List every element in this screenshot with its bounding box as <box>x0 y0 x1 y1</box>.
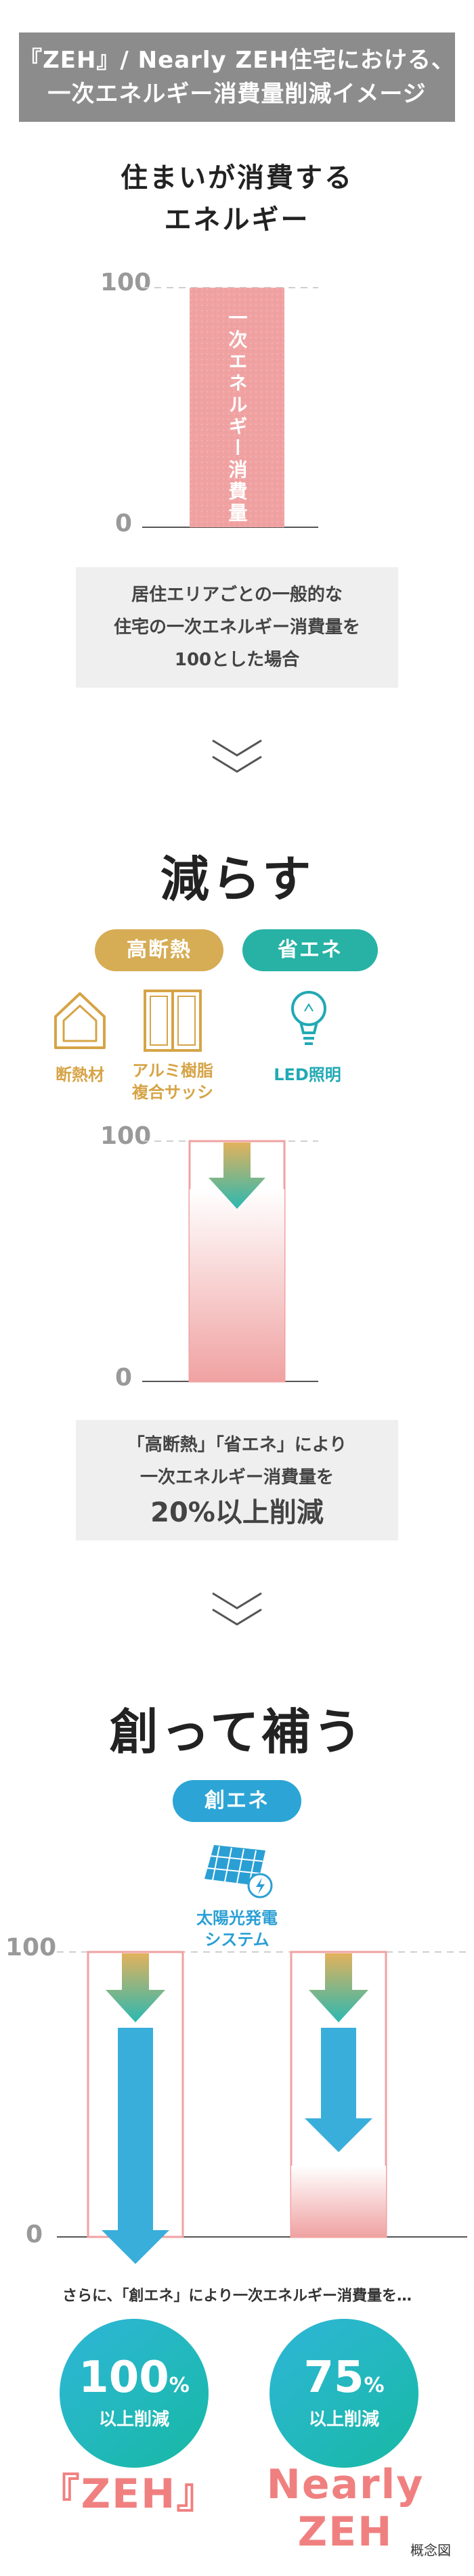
icon-label-sash: アルミ樹脂 複合サッシ <box>115 1060 230 1103</box>
label-zeh: 『ZEH』 <box>39 2470 219 2518</box>
circle-zeh-number: 100 <box>79 2353 169 2403</box>
chart3-svg <box>57 1951 467 2264</box>
circle-nearly-zeh: 75% 以上削減 <box>270 2319 418 2468</box>
chart1-bar-label: 一次エネルギー消費量 <box>226 308 249 525</box>
circle-zeh-sub: 以上削減 <box>98 2410 169 2430</box>
section1-note-line-1: 居住エリアごとの一般的な <box>131 585 343 605</box>
chart3-zeh-reduction-arrow <box>106 1953 165 2022</box>
section3-lead: さらに、「創エネ」により一次エネルギー消費量を… <box>62 2288 412 2305</box>
light-bulb-icon <box>291 991 326 1045</box>
chart2-tick-100: 100 <box>100 1122 152 1150</box>
icon-label-sash-line-2: 複合サッシ <box>132 1083 213 1102</box>
solar-panel-icon <box>204 1845 273 1898</box>
chart3-zeh-generation-arrow <box>102 2028 169 2264</box>
chart3-tick-0: 0 <box>26 2221 43 2248</box>
chart1-svg: 一次エネルギー消費量 <box>142 287 318 528</box>
icon-label-insulation: 断熱材 <box>56 1065 104 1084</box>
section1-note-line-3: 100とした場合 <box>174 650 300 670</box>
title-banner: 『ZEH』/ Nearly ZEH住宅における、 一次エネルギー消費量削減イメー… <box>19 32 455 122</box>
solar-label-line-2: システム <box>204 1930 270 1949</box>
section2-note-line-1: 「高断熱」「省エネ」により <box>127 1435 347 1455</box>
house-icon <box>54 992 106 1049</box>
icon-label-sash-line-1: アルミ樹脂 <box>132 1061 213 1080</box>
chart3-nearly-bar <box>291 2165 386 2237</box>
chart2-svg <box>142 1140 318 1383</box>
section2-note-line-2: 一次エネルギー消費量を <box>139 1467 334 1488</box>
label-nearly-zeh: Nearly ZEH <box>266 2461 425 2556</box>
chart2-bar <box>190 1189 284 1381</box>
solar-label: 太陽光発電 システム <box>163 1907 311 1951</box>
chart2-tick-0: 0 <box>115 1364 133 1392</box>
chart1-tick-100: 100 <box>100 269 152 296</box>
chart3-tick-100: 100 <box>5 1934 57 1961</box>
chevron-down-icon <box>212 739 262 773</box>
window-sash-icon <box>144 990 202 1052</box>
section1-heading-line-1: 住まいが消費する <box>121 162 353 194</box>
section1-note: 居住エリアごとの一般的な 住宅の一次エネルギー消費量を 100とした場合 <box>76 567 398 688</box>
section2-heading: 減らす <box>160 851 314 908</box>
circle-nearly-number: 75 <box>303 2353 364 2403</box>
solar-label-line-1: 太陽光発電 <box>196 1909 278 1928</box>
circle-nearly-unit: % <box>364 2374 385 2397</box>
chevron-down-icon-2 <box>212 1592 262 1626</box>
icon-label-led: LED照明 <box>274 1065 341 1084</box>
section3-heading: 創って補う <box>109 1704 365 1760</box>
chart1-tick-0: 0 <box>115 510 133 537</box>
pill-insulation: 高断熱 <box>95 929 223 971</box>
circle-zeh: 100% 以上削減 <box>60 2319 209 2468</box>
chart1-bar <box>190 288 284 527</box>
section2-note-line-3: 20%以上削減 <box>150 1497 324 1528</box>
circle-zeh-unit: % <box>169 2374 190 2397</box>
section2-note: 「高断熱」「省エネ」により 一次エネルギー消費量を 20%以上削減 <box>76 1420 398 1540</box>
section1-heading-line-2: エネルギー <box>164 204 310 236</box>
title-line-1: 『ZEH』/ Nearly ZEH住宅における、 <box>19 47 455 74</box>
caption: 概念図 <box>410 2542 451 2558</box>
title-line-2: 一次エネルギー消費量削減イメージ <box>47 81 427 108</box>
chart3-nearly-generation-arrow <box>305 2028 372 2152</box>
chart3-nearly-reduction-arrow <box>309 1953 368 2022</box>
pill-efficiency: 省エネ <box>242 929 378 971</box>
circle-nearly-sub: 以上削減 <box>308 2410 379 2430</box>
chart2-reduction-arrow <box>209 1142 265 1209</box>
section1-note-line-2: 住宅の一次エネルギー消費量を <box>113 617 360 638</box>
pill-generation: 創エネ <box>173 1780 301 1822</box>
section1-heading: 住まいが消費する エネルギー <box>0 157 474 241</box>
